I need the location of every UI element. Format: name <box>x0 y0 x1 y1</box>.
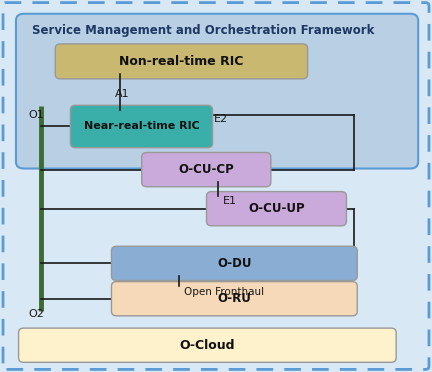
Text: A1: A1 <box>114 89 129 99</box>
Text: O-DU: O-DU <box>217 257 251 270</box>
FancyBboxPatch shape <box>70 105 213 148</box>
FancyBboxPatch shape <box>3 3 429 369</box>
Text: Near-real-time RIC: Near-real-time RIC <box>84 122 199 131</box>
FancyBboxPatch shape <box>55 44 308 79</box>
FancyBboxPatch shape <box>16 14 418 169</box>
Text: Service Management and Orchestration Framework: Service Management and Orchestration Fra… <box>32 24 375 37</box>
Text: Non-real-time RIC: Non-real-time RIC <box>119 55 244 68</box>
Text: O2: O2 <box>28 310 44 319</box>
Text: O-CU-CP: O-CU-CP <box>178 163 234 176</box>
Text: Open Fronthaul: Open Fronthaul <box>184 287 264 297</box>
Text: O1: O1 <box>28 110 44 119</box>
Text: O-Cloud: O-Cloud <box>180 339 235 352</box>
Text: O-RU: O-RU <box>217 292 251 305</box>
Text: E2: E2 <box>214 113 228 124</box>
FancyBboxPatch shape <box>111 246 357 280</box>
FancyBboxPatch shape <box>111 282 357 316</box>
FancyBboxPatch shape <box>206 192 346 226</box>
Text: O-CU-UP: O-CU-UP <box>248 202 305 215</box>
Text: E1: E1 <box>222 196 236 206</box>
FancyBboxPatch shape <box>142 153 271 187</box>
FancyBboxPatch shape <box>19 328 396 362</box>
